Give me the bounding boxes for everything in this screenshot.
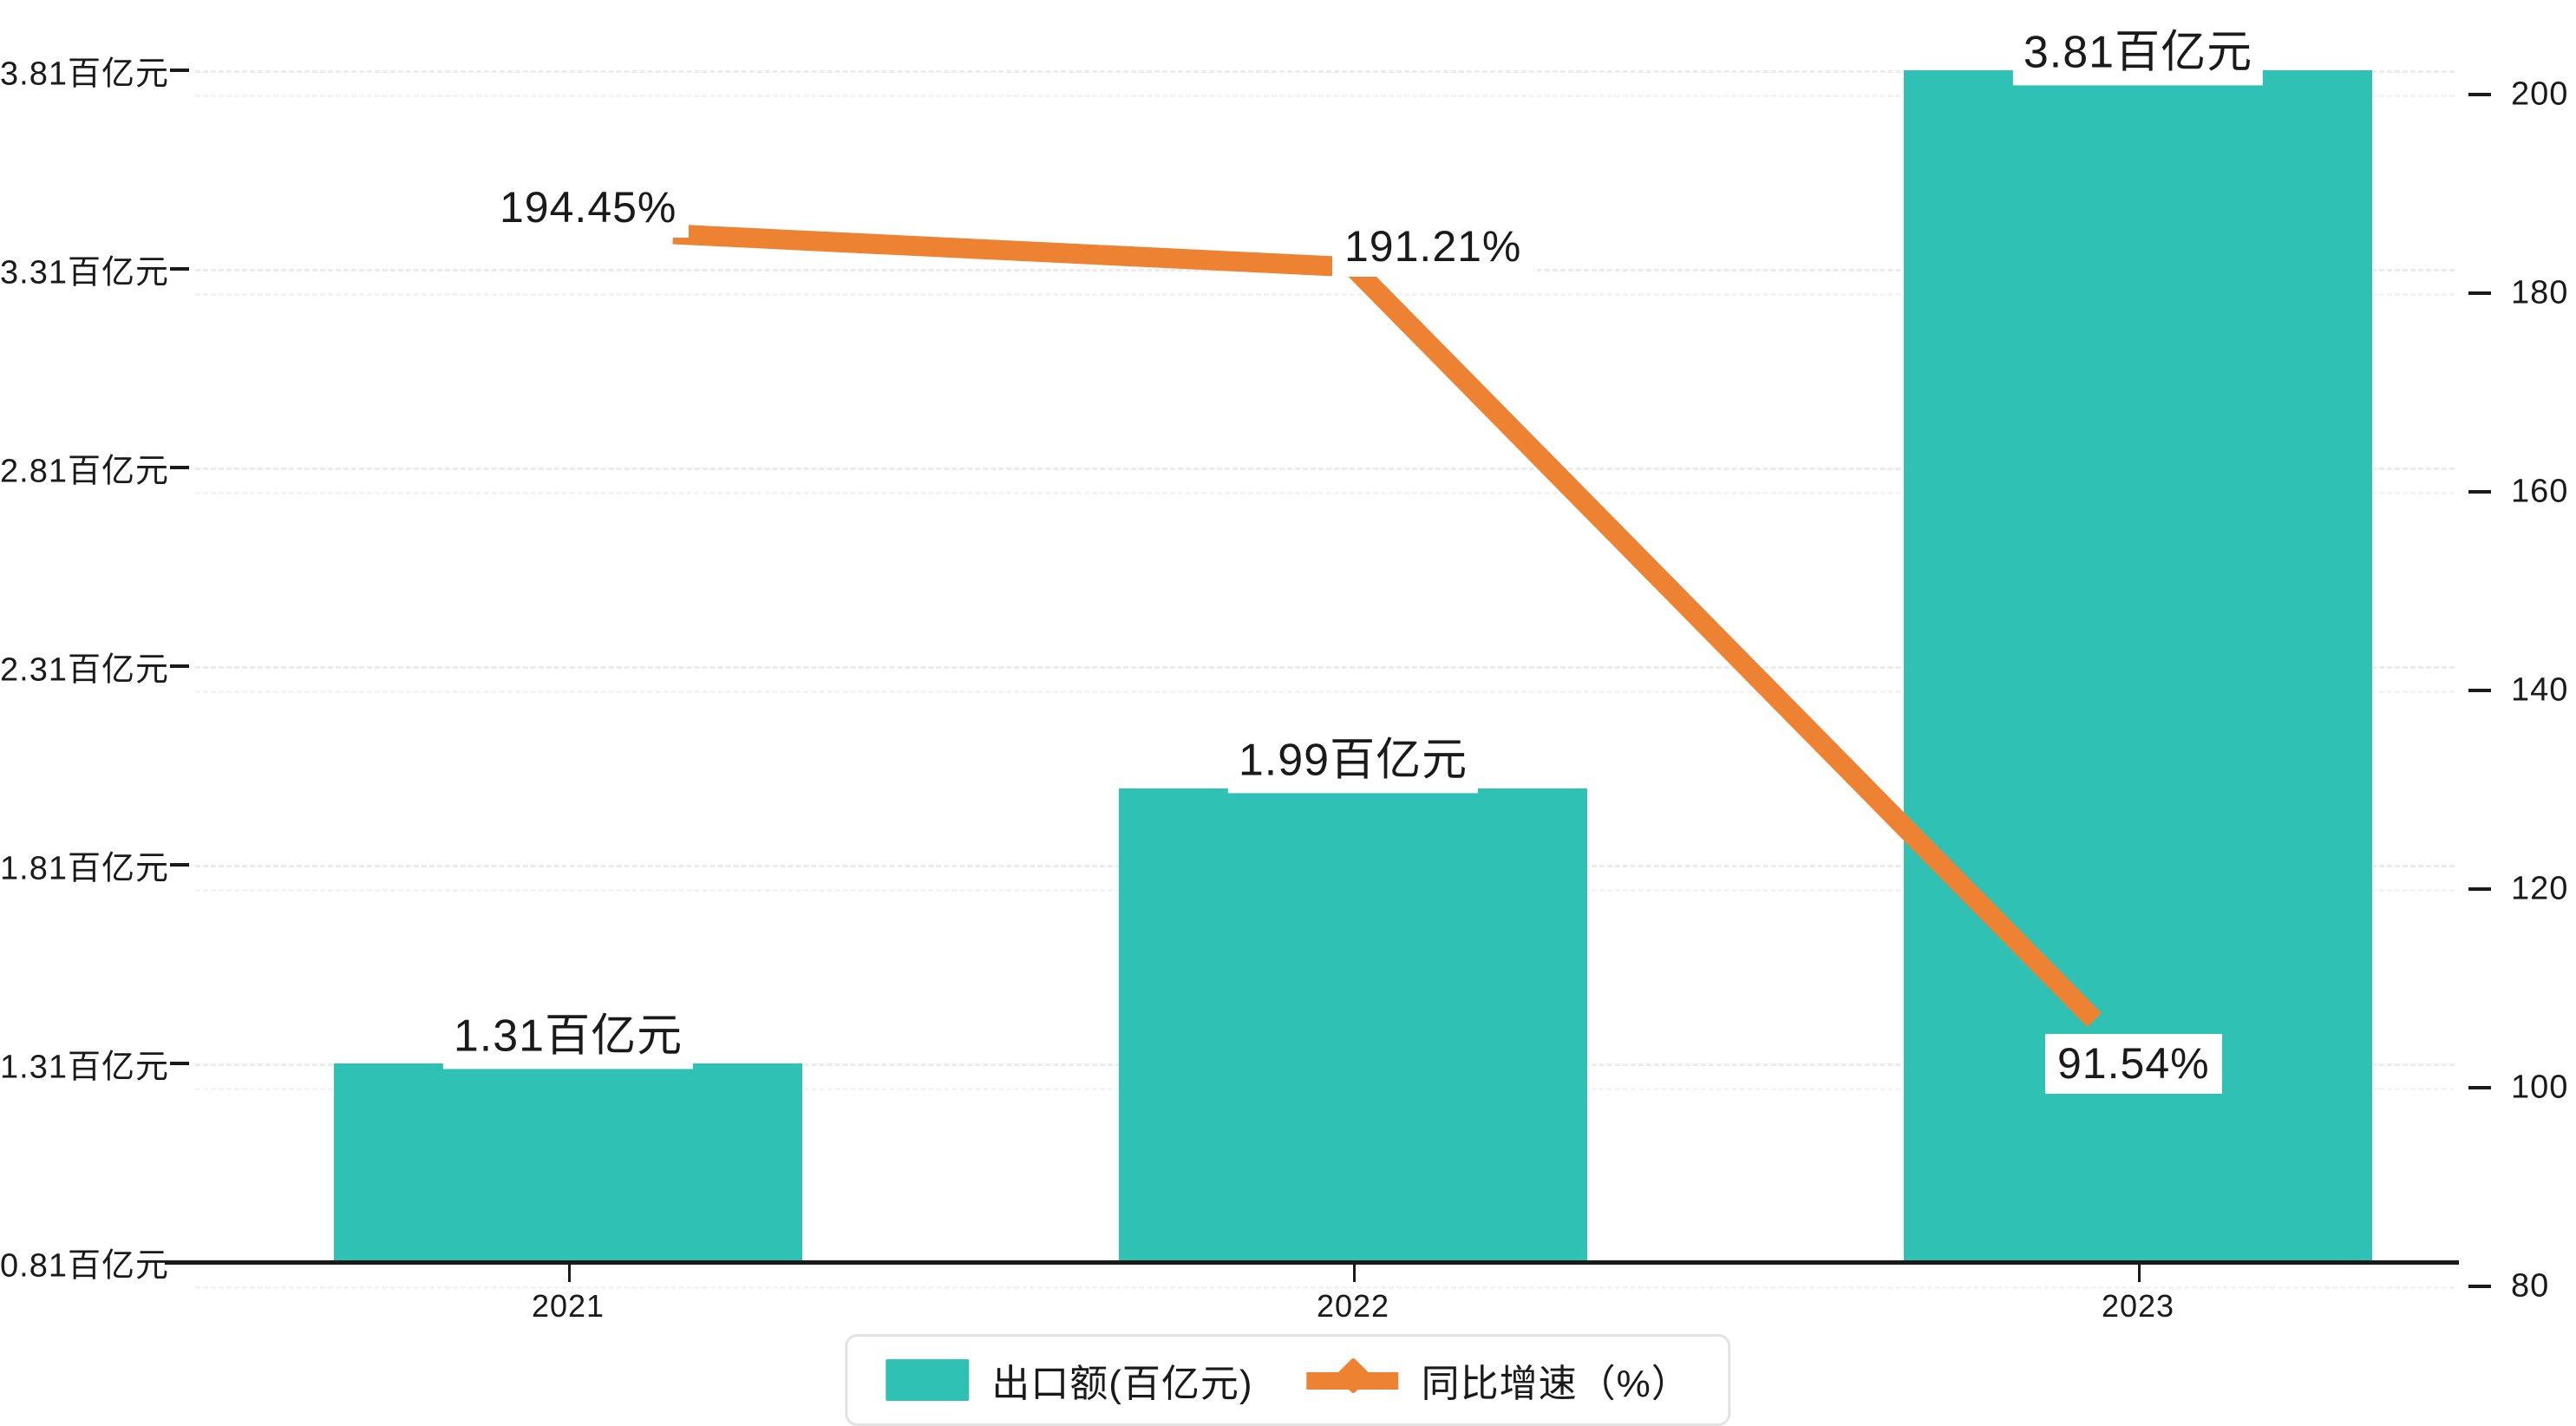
y-right-label-100: 100 — [2511, 1069, 2569, 1106]
y-right-label-180: 180 — [2511, 274, 2569, 311]
x-axis-line — [165, 1260, 2459, 1265]
y-right-tick-80 — [2468, 1285, 2491, 1288]
bar-value-label-2023: 3.81百亿元 — [2012, 25, 2264, 85]
x-tick-2023 — [2138, 1265, 2141, 1282]
y-left-tick-1-31 — [170, 1062, 189, 1065]
y-left-label-1-81: 1.81百亿元 — [0, 850, 169, 887]
x-label-2021: 2021 — [531, 1288, 605, 1324]
y-left-label-2-31: 2.31百亿元 — [0, 651, 169, 689]
y-right-tick-200 — [2468, 93, 2491, 96]
y-left-label-2-81: 2.81百亿元 — [0, 453, 169, 490]
y-right-label-80: 80 — [2511, 1267, 2550, 1305]
line-value-label-2021: 194.45% — [487, 178, 690, 238]
gridline-pct-80 — [195, 1286, 2455, 1289]
legend-label-export-value: 出口额(百亿元) — [991, 1363, 1253, 1405]
bar-2021[interactable] — [334, 1063, 802, 1262]
y-right-label-120: 120 — [2511, 870, 2569, 907]
y-left-tick-2-31 — [170, 664, 189, 668]
y-right-label-160: 160 — [2511, 473, 2569, 510]
x-tick-2021 — [568, 1265, 571, 1282]
y-left-label-0-81: 0.81百亿元 — [0, 1247, 169, 1285]
y-right-tick-140 — [2468, 689, 2491, 692]
bar-value-label-2022: 1.99百亿元 — [1227, 733, 1479, 793]
y-left-label-3-81: 3.81百亿元 — [0, 56, 169, 93]
line-value-label-2022: 191.21% — [1332, 217, 1534, 277]
y-right-tick-160 — [2468, 490, 2491, 494]
y-left-label-3-31: 3.31百亿元 — [0, 254, 169, 291]
y-left-tick-3-31 — [170, 267, 189, 271]
gridline-pct-200 — [195, 95, 2455, 97]
y-left-tick-1-81 — [170, 863, 189, 867]
bar-2022[interactable] — [1119, 788, 1587, 1262]
y-right-label-200: 200 — [2511, 75, 2569, 113]
legend-item-growth-rate[interactable]: 同比增速（%） — [1306, 1352, 1690, 1408]
legend-label-growth-rate: 同比增速（%） — [1421, 1363, 1690, 1405]
y-right-label-140: 140 — [2511, 671, 2569, 709]
x-label-2022: 2022 — [1316, 1288, 1390, 1324]
gridline-3-81 — [195, 70, 2455, 73]
line-swatch-icon — [1306, 1357, 1399, 1401]
bar-value-label-2021: 1.31百亿元 — [442, 1009, 694, 1069]
y-right-tick-120 — [2468, 887, 2491, 891]
y-left-tick-3-81 — [170, 69, 189, 72]
y-left-tick-2-81 — [170, 466, 189, 469]
x-tick-2022 — [1353, 1265, 1356, 1282]
line-value-label-2023: 91.54% — [2045, 1034, 2222, 1094]
legend-item-export-value[interactable]: 出口额(百亿元) — [886, 1352, 1252, 1408]
y-left-tick-0-81 — [170, 1260, 189, 1264]
y-right-tick-180 — [2468, 291, 2491, 295]
x-label-2023: 2023 — [2101, 1288, 2175, 1324]
chart-legend: 出口额(百亿元) 同比增速（%） — [845, 1334, 1731, 1426]
y-left-label-1-31: 1.31百亿元 — [0, 1049, 169, 1086]
bar-swatch-icon — [886, 1359, 970, 1401]
y-right-tick-100 — [2468, 1086, 2491, 1089]
